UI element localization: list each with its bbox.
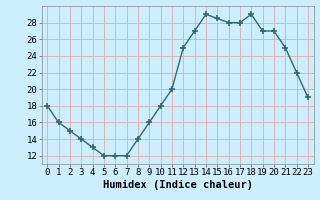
X-axis label: Humidex (Indice chaleur): Humidex (Indice chaleur) — [103, 180, 252, 190]
